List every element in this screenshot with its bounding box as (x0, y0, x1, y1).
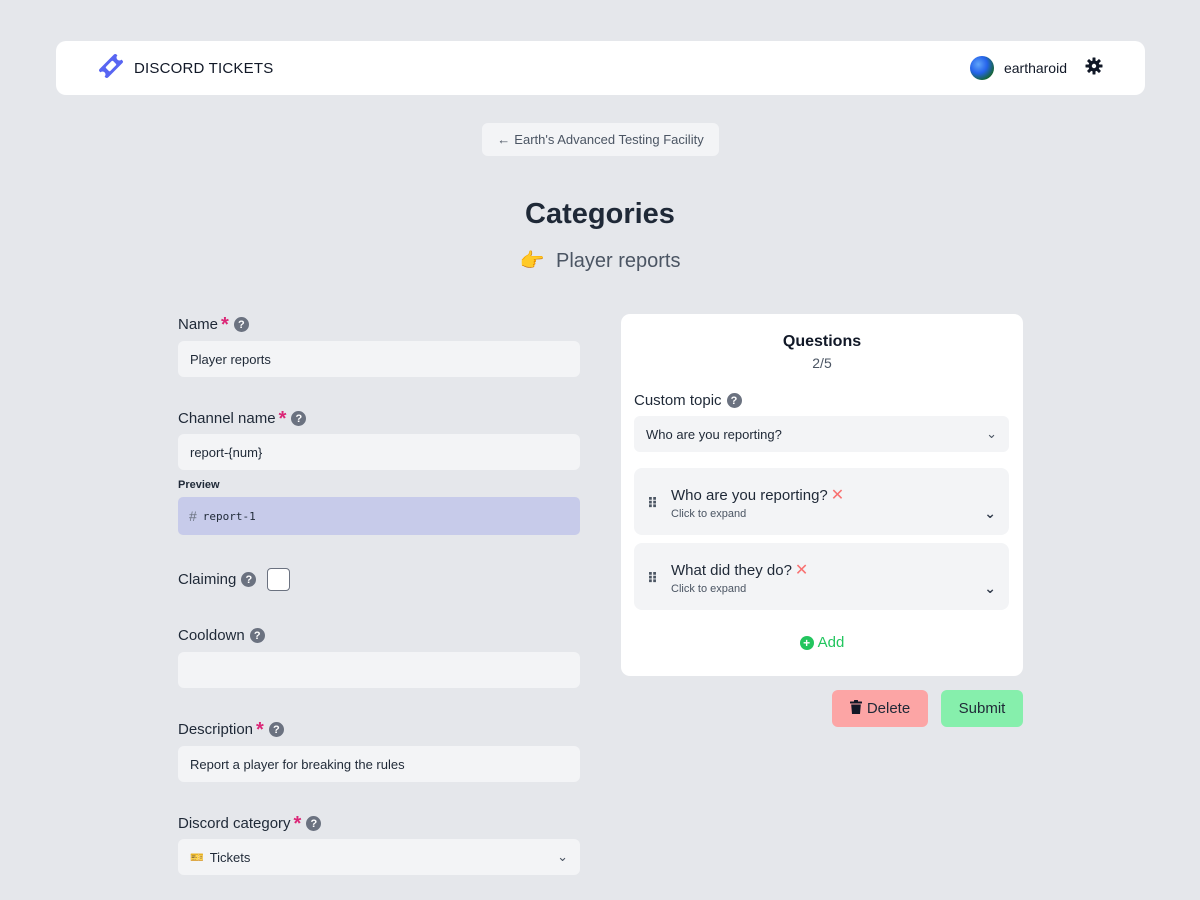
required-asterisk: * (256, 718, 264, 741)
remove-question-icon[interactable]: ✕ (794, 562, 809, 579)
help-icon[interactable]: ? (233, 317, 249, 332)
discord-category-label: Discord category * ? (178, 812, 322, 835)
custom-topic-value: Who are you reporting? (646, 426, 782, 442)
arrow-left-icon: ← (497, 132, 511, 147)
pointing-hand-icon: 👉 (519, 250, 545, 272)
submit-button-label: Submit (958, 700, 1006, 717)
question-title: Who are you reporting? ✕ (671, 485, 844, 505)
gear-icon[interactable] (1085, 57, 1103, 80)
avatar[interactable] (969, 56, 994, 80)
back-button[interactable]: ← Earth's Advanced Testing Facility (482, 123, 719, 156)
help-icon[interactable]: ? (291, 411, 307, 426)
required-asterisk: * (293, 812, 302, 835)
submit-button[interactable]: Submit (941, 690, 1023, 727)
category-name: Player reports (555, 250, 681, 272)
question-hint: Click to expand (671, 508, 747, 520)
trash-icon (849, 699, 862, 718)
question-title-text: Who are you reporting? (671, 486, 828, 504)
delete-button-label: Delete (866, 700, 911, 717)
discord-category-label-text: Discord category (178, 815, 291, 832)
navbar: DISCORD TICKETS eartharoid (56, 41, 1145, 95)
description-label: Description * ? (178, 718, 284, 741)
question-title: What did they do? ✕ (671, 560, 808, 580)
brand[interactable]: DISCORD TICKETS (96, 51, 273, 86)
name-label: Name * ? (178, 313, 249, 336)
question-item[interactable]: ⠿ Who are you reporting? ✕ Click to expa… (634, 468, 1009, 535)
chevron-down-icon[interactable]: ⌄ (984, 580, 996, 596)
questions-title: Questions (782, 333, 862, 350)
page-subtitle: 👉 Player reports (0, 248, 1200, 273)
channel-name-label: Channel name * ? (178, 407, 307, 430)
help-icon[interactable]: ? (241, 572, 257, 587)
custom-topic-select[interactable]: Who are you reporting? ⌄ (634, 416, 1009, 452)
help-icon[interactable]: ? (268, 722, 284, 737)
claiming-label: Claiming ? (178, 568, 291, 591)
claiming-checkbox[interactable] (267, 568, 291, 591)
name-label-text: Name (178, 316, 219, 333)
chevron-down-icon: ⌄ (986, 426, 997, 441)
ticket-logo-icon (96, 51, 126, 86)
remove-question-icon[interactable]: ✕ (830, 487, 845, 504)
back-button-label: Earth's Advanced Testing Facility (514, 132, 704, 147)
question-title-text: What did they do? (671, 561, 792, 579)
required-asterisk: * (278, 407, 287, 430)
claiming-label-text: Claiming (178, 571, 237, 588)
user-menu: eartharoid (969, 56, 1103, 80)
ticket-emoji-icon: 🎫 (190, 851, 204, 864)
description-label-text: Description (178, 721, 254, 738)
cooldown-label-text: Cooldown (178, 627, 245, 644)
cooldown-input[interactable] (178, 652, 580, 688)
help-icon[interactable]: ? (249, 628, 265, 643)
name-input[interactable]: Player reports (178, 341, 580, 377)
preview-label: Preview (178, 479, 220, 491)
question-hint: Click to expand (671, 583, 747, 595)
drag-handle-icon[interactable]: ⠿ (647, 570, 658, 586)
help-icon[interactable]: ? (306, 816, 322, 831)
channel-preview: # report-1 (178, 497, 580, 535)
username[interactable]: eartharoid (1003, 60, 1067, 76)
questions-count: 2/5 (812, 355, 832, 371)
question-item[interactable]: ⠿ What did they do? ✕ Click to expand ⌄ (634, 543, 1009, 610)
brand-name: DISCORD TICKETS (134, 59, 274, 77)
delete-button[interactable]: Delete (832, 690, 928, 727)
add-question-button[interactable]: + Add (621, 634, 1023, 651)
channel-name-label-text: Channel name (178, 410, 276, 427)
questions-panel: Questions 2/5 Custom topic ? Who are you… (621, 314, 1023, 676)
chevron-down-icon[interactable]: ⌄ (984, 505, 996, 521)
page-title: Categories (525, 198, 675, 230)
chevron-down-icon: ⌄ (557, 849, 568, 864)
add-question-label: Add (817, 634, 845, 651)
custom-topic-label-text: Custom topic (634, 392, 722, 409)
custom-topic-label: Custom topic ? (634, 392, 742, 409)
discord-category-select[interactable]: 🎫 Tickets ⌄ (178, 839, 580, 875)
plus-circle-icon: + (799, 635, 814, 650)
help-icon[interactable]: ? (726, 393, 742, 408)
cooldown-label: Cooldown ? (178, 627, 265, 644)
channel-preview-value: report-1 (202, 509, 256, 523)
discord-category-value: Tickets (209, 849, 251, 865)
drag-handle-icon[interactable]: ⠿ (647, 495, 658, 511)
channel-name-input[interactable]: report-{num} (178, 434, 580, 470)
hash-icon: # (189, 508, 197, 524)
required-asterisk: * (221, 313, 229, 336)
description-input[interactable]: Report a player for breaking the rules (178, 746, 580, 782)
